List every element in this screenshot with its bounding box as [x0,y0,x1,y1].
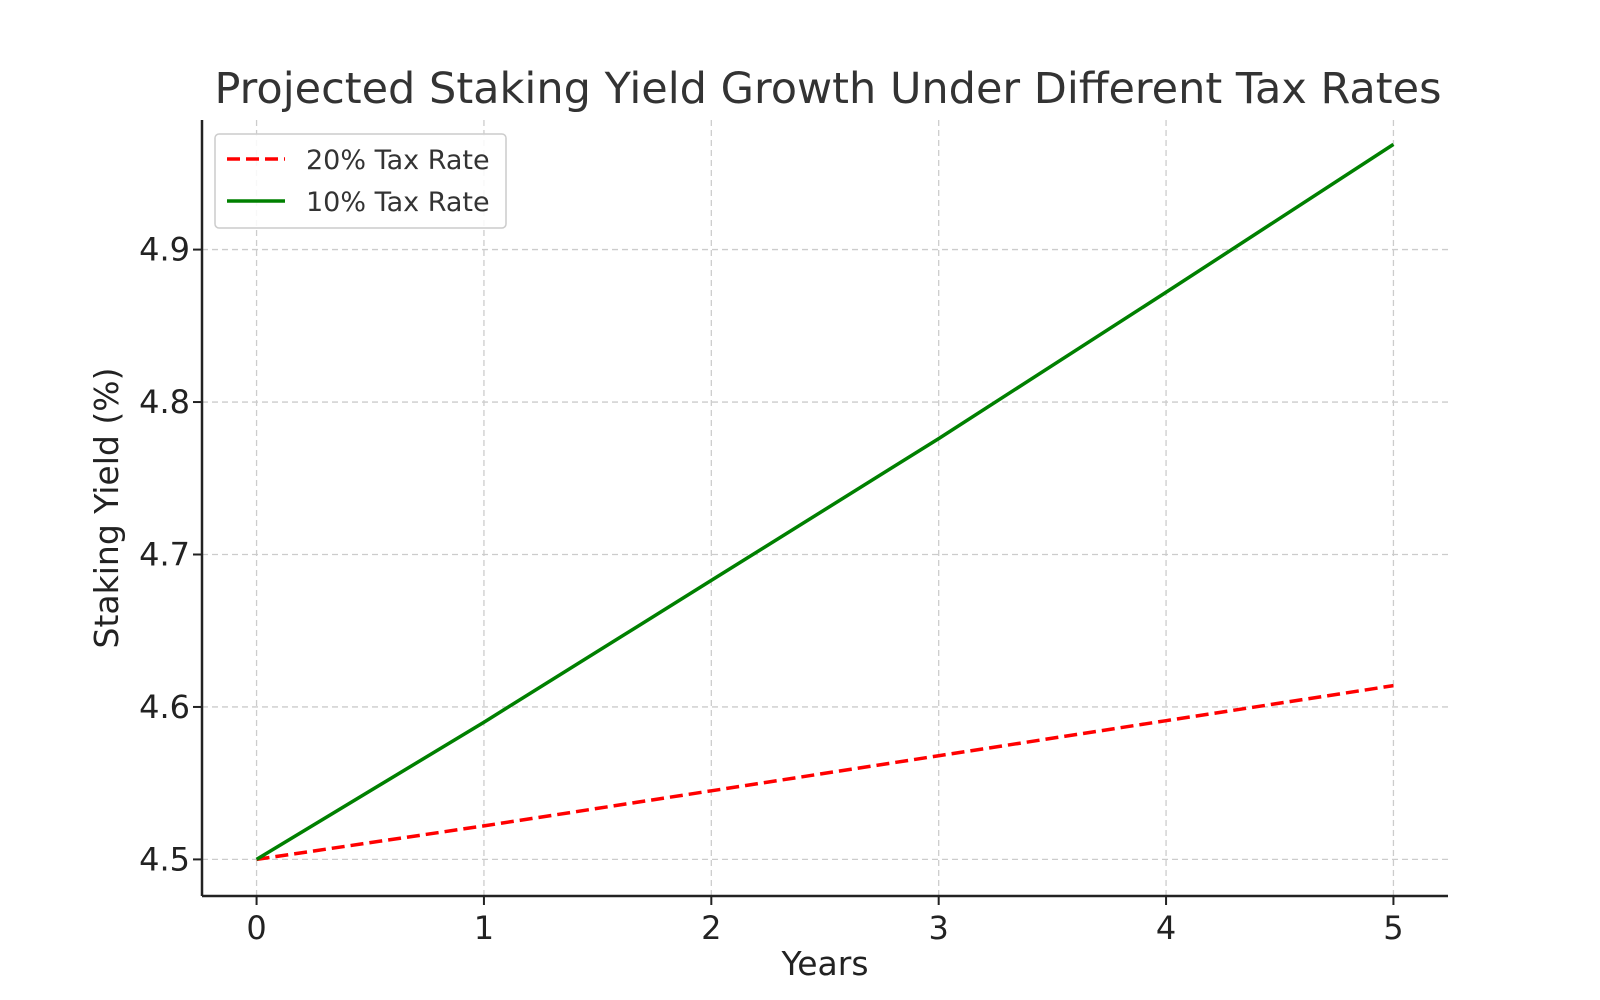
y-tick-label: 4.9 [139,231,190,269]
y-tick-label: 4.5 [139,840,190,878]
y-tick-label: 4.8 [139,383,190,421]
x-axis-label: Years [780,944,868,983]
y-tick-label: 4.7 [139,535,190,573]
legend: 20% Tax Rate 10% Tax Rate [214,133,507,229]
series-line-0 [256,683,1394,862]
y-axis-label: Staking Yield (%) [87,368,126,649]
series-lines [255,142,1395,862]
x-tick-label: 1 [474,909,494,947]
x-tick-label: 4 [1156,909,1176,947]
x-tick-label: 5 [1383,909,1403,947]
x-axis-ticks: 0 1 2 3 4 5 [246,896,1404,947]
series-line-1 [255,142,1395,861]
x-tick-label: 2 [701,909,721,947]
chart-title: Projected Staking Yield Growth Under Dif… [214,64,1441,114]
x-tick-label: 0 [246,909,266,947]
grid-lines [202,120,1448,896]
x-tick-label: 3 [929,909,949,947]
legend-label: 10% Tax Rate [306,187,490,218]
legend-box [214,133,507,229]
y-axis-ticks: 4.5 4.6 4.7 4.8 4.9 [139,231,202,878]
legend-label: 20% Tax Rate [306,145,490,176]
y-tick-label: 4.6 [139,688,190,726]
